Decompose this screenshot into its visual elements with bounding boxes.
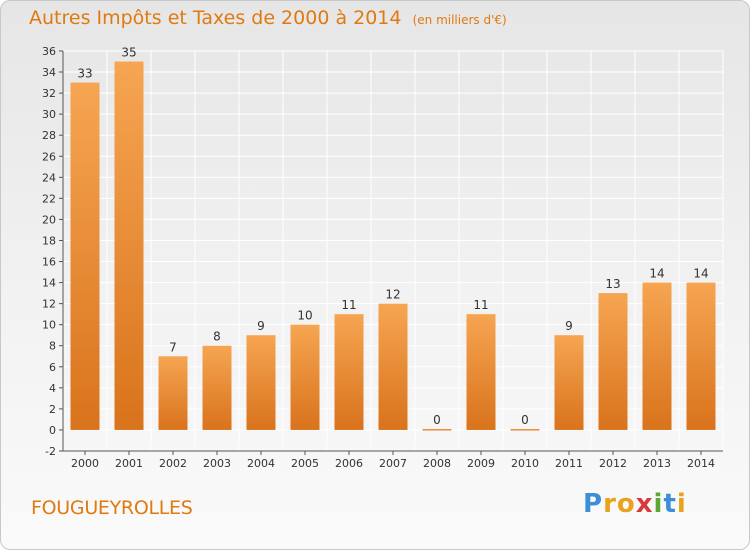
bar-value-label: 9 bbox=[257, 319, 265, 333]
bar-2012 bbox=[598, 293, 628, 430]
bar-2000 bbox=[70, 82, 100, 430]
y-tick-label: 14 bbox=[42, 277, 56, 290]
y-tick-label: 8 bbox=[49, 340, 56, 353]
bar-value-label: 35 bbox=[121, 46, 136, 60]
x-tick-label: 2003 bbox=[203, 457, 231, 470]
x-tick-label: 2008 bbox=[423, 457, 451, 470]
x-tick-label: 2000 bbox=[71, 457, 99, 470]
logo-letter: i bbox=[653, 489, 664, 519]
logo-letter: o bbox=[616, 489, 636, 519]
bar-value-label: 11 bbox=[341, 298, 356, 312]
chart-title-row: Autres Impôts et Taxes de 2000 à 2014 (e… bbox=[29, 7, 507, 29]
y-tick-label: 28 bbox=[42, 129, 56, 142]
x-tick-label: 2006 bbox=[335, 457, 363, 470]
bar-2014 bbox=[686, 282, 716, 430]
y-tick-label: 4 bbox=[49, 382, 56, 395]
x-tick-label: 2013 bbox=[643, 457, 671, 470]
x-tick-label: 2014 bbox=[687, 457, 715, 470]
bar-value-label: 14 bbox=[693, 267, 708, 281]
y-tick-label: 0 bbox=[49, 424, 56, 437]
bar-value-label: 11 bbox=[473, 298, 488, 312]
y-tick-label: 36 bbox=[42, 45, 56, 58]
bar-value-label: 33 bbox=[77, 67, 92, 81]
y-tick-label: 26 bbox=[42, 150, 56, 163]
logo-letter: x bbox=[635, 489, 654, 519]
bar-value-label: 13 bbox=[605, 277, 620, 291]
y-tick-label: 34 bbox=[42, 66, 56, 79]
x-tick-label: 2011 bbox=[555, 457, 583, 470]
bar-value-label: 8 bbox=[213, 330, 221, 344]
bar-2010 bbox=[510, 428, 540, 431]
bar-value-label: 0 bbox=[521, 413, 529, 427]
bar-2007 bbox=[378, 303, 408, 430]
chart-title: Autres Impôts et Taxes de 2000 à 2014 bbox=[29, 7, 402, 29]
logo-letter: t bbox=[663, 489, 677, 519]
y-tick-label: 32 bbox=[42, 87, 56, 100]
bar-2009 bbox=[466, 314, 496, 430]
bar-value-label: 0 bbox=[433, 413, 441, 427]
data-labels: 33 35 7 8 9 10 11 12 0 11 0 9 13 14 14 bbox=[77, 46, 708, 427]
bar-2004 bbox=[246, 335, 276, 430]
x-tick-label: 2002 bbox=[159, 457, 187, 470]
bar-value-label: 9 bbox=[565, 319, 573, 333]
y-tick-label: 20 bbox=[42, 213, 56, 226]
x-tick-label: 2005 bbox=[291, 457, 319, 470]
logo-letter: r bbox=[603, 489, 617, 519]
bar-2008 bbox=[422, 428, 452, 431]
x-tick-label: 2001 bbox=[115, 457, 143, 470]
x-tick-label: 2009 bbox=[467, 457, 495, 470]
commune-name: FOUGUEYROLLES bbox=[31, 497, 193, 519]
y-tick-label: 24 bbox=[42, 171, 56, 184]
x-tick-label: 2007 bbox=[379, 457, 407, 470]
y-tick-label: -2 bbox=[45, 445, 56, 458]
bar-2011 bbox=[554, 335, 584, 430]
bar-2001 bbox=[114, 61, 144, 430]
y-tick-label: 22 bbox=[42, 192, 56, 205]
bars bbox=[70, 61, 716, 431]
bar-value-label: 12 bbox=[385, 288, 400, 302]
bar-2002 bbox=[158, 356, 188, 430]
bar-value-label: 10 bbox=[297, 309, 312, 323]
logo-letter: i bbox=[676, 489, 687, 519]
y-tick-label: 30 bbox=[42, 108, 56, 121]
proxiti-logo[interactable]: Proxiti bbox=[583, 489, 687, 519]
y-tick-label: 6 bbox=[49, 361, 56, 374]
bar-2005 bbox=[290, 324, 320, 430]
y-tick-label: 10 bbox=[42, 319, 56, 332]
x-tick-label: 2010 bbox=[511, 457, 539, 470]
bar-value-label: 14 bbox=[649, 267, 664, 281]
logo-letter: P bbox=[583, 489, 604, 519]
chart-unit: (en milliers d'€) bbox=[412, 13, 507, 27]
y-tick-label: 16 bbox=[42, 256, 56, 269]
bar-2006 bbox=[334, 314, 364, 430]
x-tick-label: 2012 bbox=[599, 457, 627, 470]
x-tick-label: 2004 bbox=[247, 457, 275, 470]
bar-value-label: 7 bbox=[169, 340, 177, 354]
y-tick-label: 12 bbox=[42, 298, 56, 311]
bar-2013 bbox=[642, 282, 672, 430]
y-tick-label: 18 bbox=[42, 234, 56, 247]
y-tick-label: 2 bbox=[49, 403, 56, 416]
bar-2003 bbox=[202, 345, 232, 430]
